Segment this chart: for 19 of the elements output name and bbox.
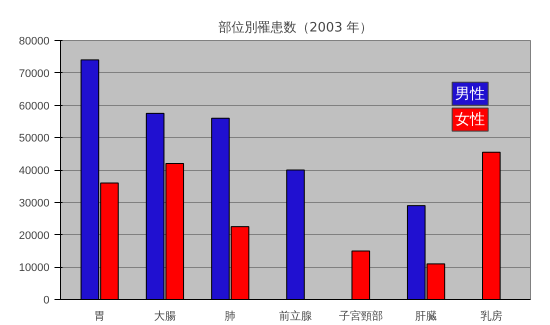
x-tick-label: 大腸 [154,310,176,322]
x-tick-label: 子宮頸部 [338,310,383,322]
x-tick-label: 胃 [94,310,106,322]
y-tick-label: 50000 [18,132,50,145]
chart-title: 部位別罹患数（2003 年） [218,20,373,36]
y-tick-label: 80000 [18,36,50,48]
y-tick-label: 30000 [18,197,50,210]
y-tick-label: 10000 [18,262,50,274]
x-tick-label: 前立腺 [279,310,312,322]
y-tick-label: 70000 [18,68,50,80]
x-tick-label: 肺 [224,310,236,322]
y-tick-label: 0 [43,294,50,306]
x-tick-label: 肝臓 [415,310,438,322]
x-tick-label: 乳房 [480,310,502,322]
series-label: 女性 [455,111,486,128]
text: 男性 [455,85,486,102]
y-tick-label: 60000 [18,100,50,112]
y-tick-label: 40000 [18,165,50,177]
y-tick-label: 20000 [18,230,50,242]
